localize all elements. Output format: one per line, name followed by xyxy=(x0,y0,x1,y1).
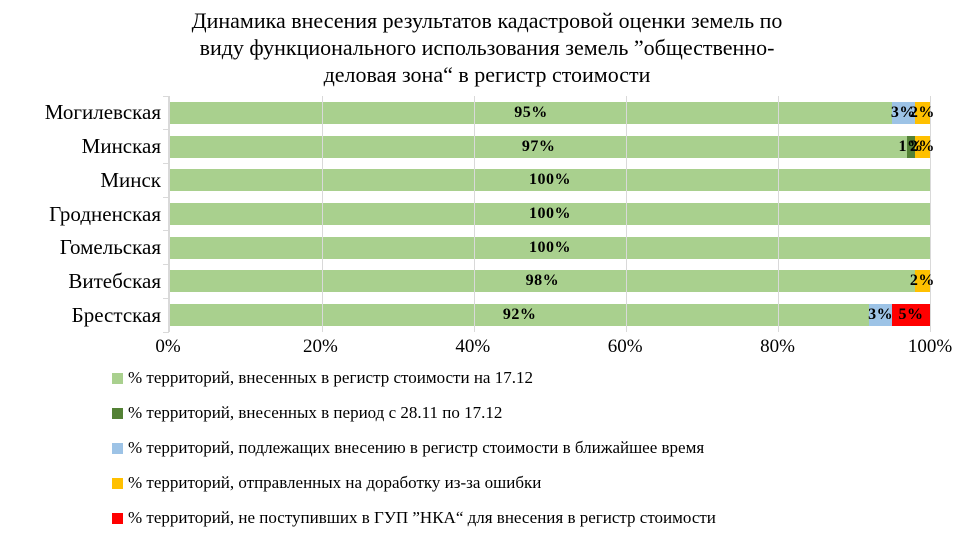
category-label: Гродненская xyxy=(49,201,161,226)
legend-label: % территорий, не поступивших в ГУП ”НКА“… xyxy=(128,508,716,527)
bar-row: 100% xyxy=(170,163,930,197)
category-axis-tick xyxy=(163,331,169,333)
legend-label: % территорий, внесенных в регистр стоимо… xyxy=(128,368,533,387)
bar-segment: 95% xyxy=(170,101,892,124)
bar-segment: 1% xyxy=(898,135,923,158)
bar-track: 97% 1% 2% xyxy=(170,135,934,158)
chart-title-line: деловая зона“ в регистр стоимости xyxy=(323,62,651,87)
legend-item: % территорий, подлежащих внесению в реги… xyxy=(112,437,974,459)
category-axis-tick xyxy=(163,95,169,97)
bar-segment: 98% xyxy=(170,270,915,293)
chart-title-line: Динамика внесения результатов кадастрово… xyxy=(191,8,783,33)
bar-row: 97% 1% 2% xyxy=(170,130,934,164)
legend-label: % территорий, подлежащих внесению в реги… xyxy=(128,438,705,457)
gridline xyxy=(778,96,779,332)
legend-marker xyxy=(112,478,123,489)
bar-segment: 2% xyxy=(910,101,934,124)
gridline xyxy=(474,96,475,332)
bar-segment: 100% xyxy=(170,203,930,226)
bar-segment: 3% xyxy=(868,304,894,327)
bar-value-label: 100% xyxy=(529,238,571,256)
category-label: Гомельская xyxy=(59,235,161,260)
category-label: Минская xyxy=(81,134,161,159)
legend-marker xyxy=(112,443,123,454)
bar-segment: 5% xyxy=(891,304,930,327)
bar-segment: 92% xyxy=(170,304,870,327)
bar-value-label: 92% xyxy=(502,306,537,324)
bar-segment: 100% xyxy=(170,169,930,192)
bar-value-label: 95% xyxy=(514,103,548,121)
category-axis-tick xyxy=(163,297,169,299)
category-label: Брестская xyxy=(71,302,161,327)
value-axis-tick-label: 80% xyxy=(760,336,796,357)
category-label: Могилевская xyxy=(44,100,161,125)
legend-marker xyxy=(112,513,123,524)
bar-track: 100% xyxy=(170,203,930,226)
bar-segment: 2% xyxy=(910,135,934,158)
bar-value-label: 3% xyxy=(868,306,894,324)
value-axis-tick-label: 20% xyxy=(302,336,338,357)
legend: % территорий, внесенных в регистр стоимо… xyxy=(0,367,974,529)
legend-item: % территорий, внесенных в период с 28.11… xyxy=(112,402,974,424)
bar-segment: 2% xyxy=(910,270,934,293)
bar-row: 100% xyxy=(170,231,930,265)
bar-track: 100% xyxy=(170,236,930,259)
value-axis: 0% 20% 40% 60% 80% 100% xyxy=(155,332,952,359)
bar-value-label: 100% xyxy=(529,171,571,189)
bar-value-label: 97% xyxy=(521,137,556,155)
legend-item: % территорий, внесенных в регистр стоимо… xyxy=(112,367,974,389)
bar-track: 92% 3% 5% xyxy=(170,304,930,327)
bar-value-label: 2% xyxy=(909,137,935,155)
bar-value-label: 2% xyxy=(909,103,935,121)
plot-area: 95% 3% 2% 97% 1% 2% 100% 100% 100% 98% 2% 92% 3% 5% xyxy=(163,95,934,333)
gridline xyxy=(626,96,627,332)
category-label: Минск xyxy=(100,167,161,192)
category-axis-tick xyxy=(163,264,169,266)
bar-row: 100% xyxy=(170,197,930,231)
bar-value-label: 3% xyxy=(890,103,916,121)
bar-row: 98% 2% xyxy=(170,265,934,299)
value-axis-tick-label: 40% xyxy=(455,336,491,357)
gridline xyxy=(322,96,323,332)
legend-label: % территорий, отправленных на доработку … xyxy=(128,473,542,492)
value-axis-tick-label: 100% xyxy=(907,336,953,357)
category-axis-tick xyxy=(163,162,169,164)
chart-title: Динамика внесения результатов кадастрово… xyxy=(0,0,974,88)
bar-segment: 97% xyxy=(170,135,908,158)
bar-segment: 100% xyxy=(170,236,930,259)
bar-row: 95% 3% 2% xyxy=(170,96,934,130)
category-axis-tick xyxy=(163,129,169,131)
bar-track: 100% xyxy=(170,169,930,192)
bar-rows: 95% 3% 2% 97% 1% 2% 100% 100% 100% 98% 2% 92% 3% 5% xyxy=(170,96,934,332)
plot-region: Могилевская Минская Минск Гродненская Гомель… xyxy=(0,95,974,333)
bar-value-label: 5% xyxy=(898,306,924,324)
value-axis-tick-label: 0% xyxy=(155,336,181,357)
gridline xyxy=(930,96,931,332)
category-label: Витебская xyxy=(68,268,161,293)
bar-row: 92% 3% 5% xyxy=(170,298,930,332)
bar-value-label: 98% xyxy=(525,272,560,290)
bar-segment: 3% xyxy=(890,101,916,124)
legend-item: % территорий, не поступивших в ГУП ”НКА“… xyxy=(112,507,974,529)
bar-value-label: 2% xyxy=(909,272,935,290)
chart-title-line: виду функционального использования земел… xyxy=(199,35,775,60)
bar-value-label: 1% xyxy=(898,137,924,155)
category-axis-tick xyxy=(163,230,169,232)
value-axis-tick-label: 60% xyxy=(607,336,643,357)
category-axis: Могилевская Минская Минск Гродненская Гомель… xyxy=(0,96,168,332)
bar-track: 95% 3% 2% xyxy=(170,101,934,124)
legend-label: % территорий, внесенных в период с 28.11… xyxy=(128,403,503,422)
bar-track: 98% 2% xyxy=(170,270,934,293)
bar-value-label: 100% xyxy=(529,205,571,223)
legend-item: % территорий, отправленных на доработку … xyxy=(112,472,974,494)
chart-container: Динамика внесения результатов кадастрово… xyxy=(0,0,974,529)
legend-marker xyxy=(112,408,123,419)
legend-marker xyxy=(112,373,123,384)
category-axis-tick xyxy=(163,196,169,198)
